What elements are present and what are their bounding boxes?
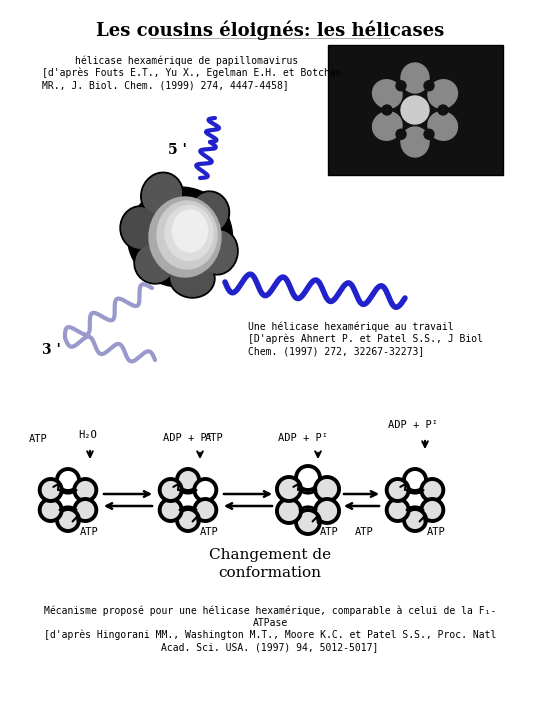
Circle shape	[57, 509, 79, 531]
Circle shape	[177, 509, 199, 531]
Text: Mécanisme proposé pour une hélicase hexamérique, comparable à celui de la F₁-: Mécanisme proposé pour une hélicase hexa…	[44, 606, 496, 616]
Text: H₂O: H₂O	[79, 430, 97, 440]
Text: Changement de
conformation: Changement de conformation	[209, 548, 331, 580]
Circle shape	[75, 479, 96, 501]
Text: ATP: ATP	[320, 527, 339, 537]
Text: ATP: ATP	[200, 527, 219, 537]
Circle shape	[160, 479, 181, 501]
Ellipse shape	[382, 105, 392, 115]
Ellipse shape	[373, 80, 402, 108]
Ellipse shape	[134, 242, 176, 284]
Ellipse shape	[401, 127, 429, 157]
Ellipse shape	[141, 172, 183, 217]
Circle shape	[315, 477, 339, 501]
Circle shape	[39, 499, 62, 521]
Circle shape	[315, 499, 339, 523]
Text: ATPase: ATPase	[252, 618, 288, 628]
Text: Les cousins éloignés: les hélicases: Les cousins éloignés: les hélicases	[96, 20, 444, 40]
Ellipse shape	[143, 174, 181, 216]
Ellipse shape	[169, 258, 215, 298]
Text: ATP: ATP	[355, 527, 374, 537]
Ellipse shape	[396, 130, 406, 139]
Ellipse shape	[428, 112, 457, 140]
Circle shape	[421, 479, 443, 501]
Circle shape	[39, 479, 62, 501]
Text: ADP + Pᴵ: ADP + Pᴵ	[163, 433, 213, 443]
Text: ATP: ATP	[205, 433, 224, 443]
Circle shape	[404, 469, 426, 491]
Circle shape	[194, 499, 217, 521]
Text: Une hélicase hexamérique au travail: Une hélicase hexamérique au travail	[248, 322, 454, 333]
Text: hélicase hexamérique de papillomavirus: hélicase hexamérique de papillomavirus	[75, 55, 298, 66]
Text: 3 ': 3 '	[42, 343, 61, 357]
Circle shape	[387, 499, 409, 521]
Text: Acad. Sci. USA. (1997) 94, 5012-5017]: Acad. Sci. USA. (1997) 94, 5012-5017]	[161, 642, 379, 652]
Ellipse shape	[200, 231, 236, 273]
Text: ATP: ATP	[80, 527, 99, 537]
Ellipse shape	[192, 193, 227, 231]
Text: Chem. (1997) 272, 32267-32273]: Chem. (1997) 272, 32267-32273]	[248, 346, 424, 356]
Circle shape	[296, 466, 320, 490]
Circle shape	[75, 499, 96, 521]
Text: [D'après Ahnert P. et Patel S.S., J Biol: [D'après Ahnert P. et Patel S.S., J Biol	[248, 334, 483, 344]
Ellipse shape	[136, 244, 174, 282]
Ellipse shape	[122, 208, 158, 248]
Circle shape	[277, 477, 301, 501]
Circle shape	[194, 479, 217, 501]
Ellipse shape	[127, 187, 233, 287]
Ellipse shape	[396, 81, 406, 91]
Text: ATP: ATP	[29, 434, 48, 444]
Ellipse shape	[438, 105, 448, 115]
Circle shape	[404, 509, 426, 531]
Ellipse shape	[192, 193, 227, 231]
Ellipse shape	[401, 63, 429, 93]
Ellipse shape	[424, 81, 434, 91]
Text: MR., J. Biol. Chem. (1999) 274, 4447-4458]: MR., J. Biol. Chem. (1999) 274, 4447-445…	[42, 80, 289, 90]
Text: [d'après Hingorani MM., Washington M.T., Moore K.C. et Patel S.S., Proc. Natl: [d'après Hingorani MM., Washington M.T.,…	[44, 630, 496, 641]
Ellipse shape	[171, 260, 213, 296]
Circle shape	[277, 499, 301, 523]
Text: ADP + Pᴵ: ADP + Pᴵ	[278, 433, 328, 443]
Ellipse shape	[149, 197, 221, 277]
Circle shape	[160, 499, 181, 521]
Ellipse shape	[373, 112, 402, 140]
Ellipse shape	[143, 174, 181, 216]
Circle shape	[296, 510, 320, 534]
Ellipse shape	[401, 96, 429, 124]
Ellipse shape	[171, 260, 213, 296]
Ellipse shape	[120, 206, 160, 250]
Ellipse shape	[157, 201, 217, 269]
Text: 5 ': 5 '	[168, 143, 187, 157]
Bar	[328, 45, 503, 175]
Ellipse shape	[136, 244, 174, 282]
Ellipse shape	[198, 229, 238, 275]
Text: ADP + Pᴵ: ADP + Pᴵ	[388, 420, 438, 430]
Ellipse shape	[172, 210, 207, 252]
Ellipse shape	[200, 231, 236, 273]
Ellipse shape	[191, 191, 229, 233]
Ellipse shape	[424, 130, 434, 139]
Circle shape	[177, 469, 199, 491]
Ellipse shape	[165, 205, 213, 261]
Circle shape	[421, 499, 443, 521]
Circle shape	[387, 479, 409, 501]
Circle shape	[57, 469, 79, 491]
Text: [d'après Fouts E.T., Yu X., Egelman E.H. et Botchan: [d'après Fouts E.T., Yu X., Egelman E.H.…	[42, 68, 342, 78]
Text: ATP: ATP	[427, 527, 446, 537]
Ellipse shape	[122, 208, 158, 248]
Ellipse shape	[428, 80, 457, 108]
